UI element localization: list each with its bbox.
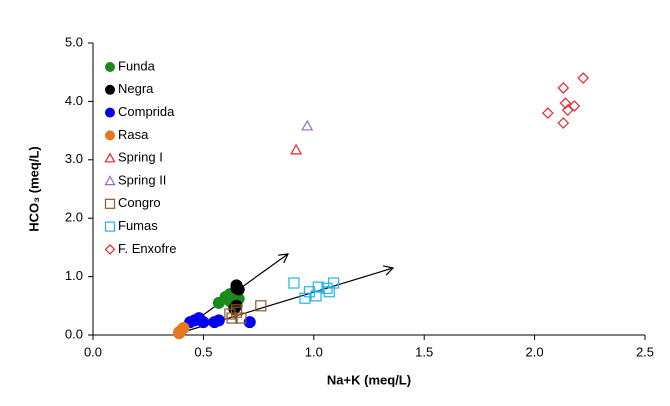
legend-label: Congro: [118, 195, 161, 210]
point: [301, 119, 314, 131]
legend-label: Rasa: [118, 127, 149, 142]
legend-marker: [105, 130, 115, 141]
x-tick-label: 0.0: [84, 344, 102, 359]
legend-marker: [104, 221, 116, 232]
legend-label: F. Enxofre: [118, 241, 177, 256]
point: [288, 277, 300, 289]
legend-label: Funda: [118, 58, 156, 73]
legend-marker: [105, 107, 115, 118]
point: [290, 143, 303, 155]
x-tick-label: 2.5: [636, 344, 654, 359]
point: [577, 72, 590, 84]
y-tick-label: 4.0: [65, 93, 83, 108]
legend-label: Fumas: [118, 218, 158, 233]
point: [328, 277, 340, 289]
legend-label: Comprida: [118, 104, 175, 119]
legend-marker: [104, 175, 116, 186]
legend-marker: [104, 198, 116, 209]
point: [255, 300, 267, 312]
point: [188, 314, 201, 327]
point: [232, 283, 245, 296]
point: [312, 281, 324, 293]
point: [557, 117, 570, 129]
point: [557, 82, 570, 94]
y-axis-label: HCO₃ (meq/L): [26, 146, 41, 231]
x-axis-label: Na+K (meq/L): [327, 372, 411, 387]
point: [310, 290, 322, 302]
legend-label: Spring I: [118, 150, 163, 165]
legend-marker: [104, 152, 116, 163]
x-tick-label: 1.5: [415, 344, 433, 359]
point: [243, 316, 256, 329]
x-tick-label: 1.0: [305, 344, 323, 359]
point: [568, 100, 581, 112]
x-tick-label: 0.5: [194, 344, 212, 359]
legend-label: Negra: [118, 81, 154, 96]
point: [212, 314, 225, 327]
y-tick-label: 1.0: [65, 268, 83, 283]
point: [173, 326, 186, 339]
legend-marker: [104, 244, 116, 255]
point: [224, 308, 236, 320]
point: [230, 306, 243, 318]
legend-marker: [105, 62, 115, 72]
legend-marker: [105, 84, 115, 95]
y-tick-label: 5.0: [65, 34, 83, 49]
legend-label: Spring II: [118, 172, 166, 187]
y-tick-label: 2.0: [65, 210, 83, 225]
y-tick-label: 0.0: [65, 326, 83, 341]
point: [541, 107, 554, 119]
x-tick-label: 2.0: [526, 344, 544, 359]
y-tick-label: 3.0: [65, 151, 83, 166]
